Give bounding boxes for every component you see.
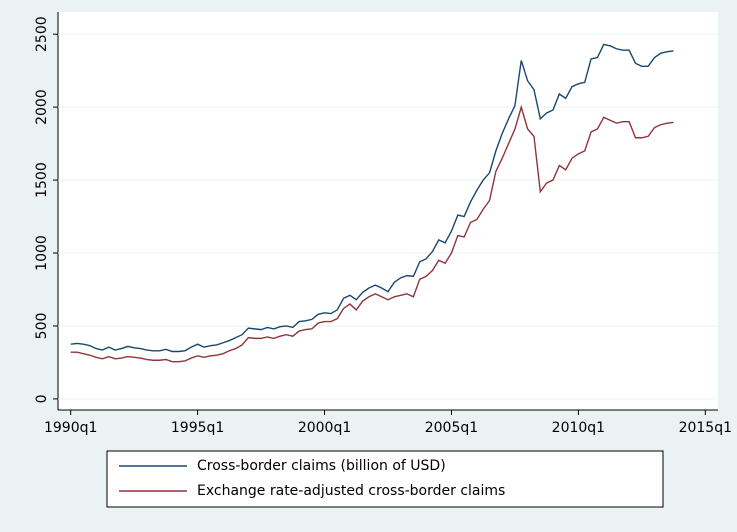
x-tick-label: 2005q1 (425, 420, 478, 436)
y-tick-label: 2500 (34, 16, 50, 52)
x-tick-label: 2000q1 (298, 420, 351, 436)
series-line (70, 104, 674, 363)
plot-area (58, 12, 718, 410)
x-tick-label: 1990q1 (44, 420, 97, 436)
legend-box (106, 450, 664, 508)
y-tick-label: 1000 (34, 235, 50, 271)
legend-label: Cross-border claims (billion of USD) (197, 458, 446, 474)
y-tick-label: 500 (34, 313, 50, 340)
legend-label: Exchange rate-adjusted cross-border clai… (197, 483, 505, 499)
y-tick-label: 1500 (34, 162, 50, 198)
y-tick-label: 2000 (34, 89, 50, 125)
x-tick-label: 1995q1 (171, 420, 224, 436)
x-tick-label: 2015q1 (679, 420, 732, 436)
y-tick-label: 0 (34, 394, 50, 403)
series-line (70, 43, 674, 353)
x-tick-label: 2010q1 (552, 420, 605, 436)
